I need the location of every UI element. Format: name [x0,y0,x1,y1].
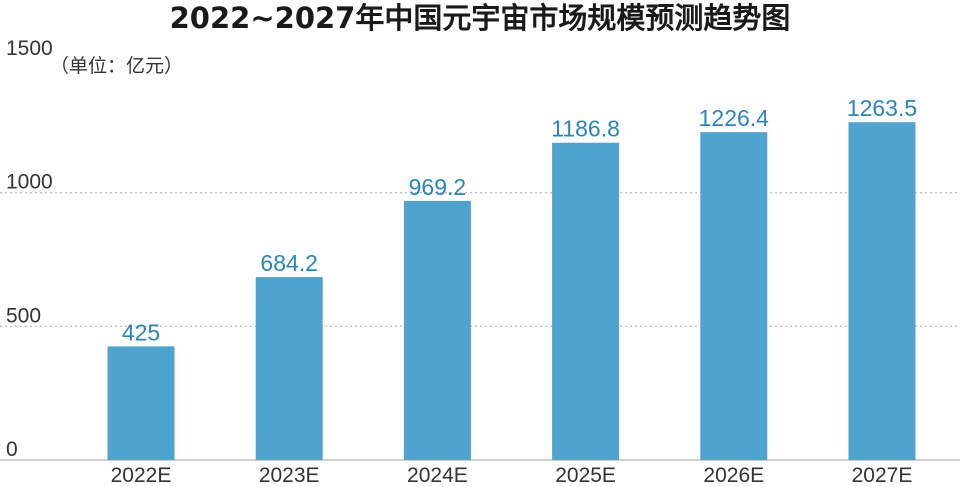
chart-title: 2022~2027年中国元宇宙市场规模预测趋势图 [170,1,791,35]
y-tick-label: 1000 [6,171,53,194]
x-tick-label: 2027E [852,464,913,487]
data-label: 1186.8 [551,116,620,142]
x-axis-ticks: 2022E 2023E 2024E 2025E 2026E 2027E [111,464,913,487]
x-tick-label: 2024E [407,464,468,487]
data-label: 969.2 [409,174,467,200]
bar [700,132,768,460]
bar [107,346,175,460]
x-tick-label: 2026E [703,464,764,487]
data-label: 1226.4 [699,105,770,131]
y-tick-label: 0 [6,438,18,461]
bar [403,200,471,461]
unit-label: （单位：亿元） [50,55,183,77]
y-tick-label: 500 [6,304,41,327]
x-tick-label: 2025E [555,464,616,487]
y-axis-ticks: 0 500 1000 1500 [6,37,53,461]
data-label: 425 [122,319,160,345]
y-tick-label: 1500 [6,37,53,60]
x-tick-label: 2023E [259,464,320,487]
x-tick-label: 2022E [111,464,172,487]
data-label: 684.2 [260,250,318,276]
bar [552,142,620,460]
data-label: 1263.5 [847,95,917,121]
bar [255,277,323,460]
bar [848,122,916,460]
data-labels: 425 684.2 969.2 1186.8 1226.4 1263.5 [122,95,917,345]
bars [107,122,916,461]
